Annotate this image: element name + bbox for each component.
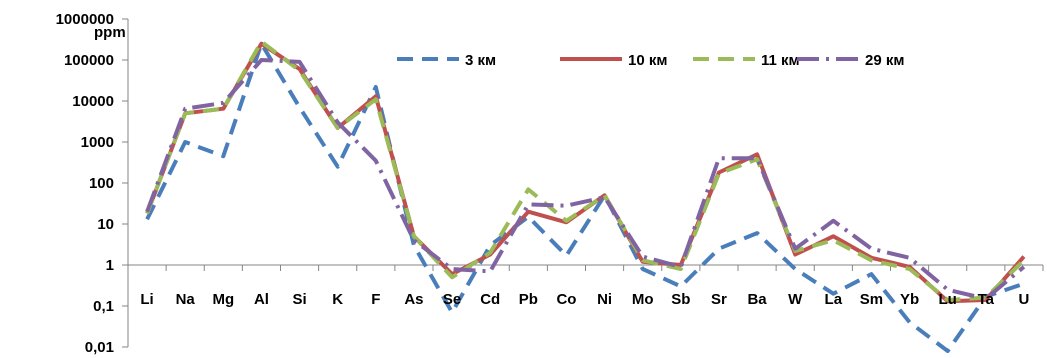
x-tick-label: Li: [140, 291, 153, 308]
y-tick-label: 1000: [81, 134, 114, 151]
x-tick-label: Yb: [900, 291, 919, 308]
y-tick-label: 1: [106, 257, 114, 274]
series-line-4: [145, 58, 1026, 301]
x-tick-label: Al: [254, 291, 269, 308]
x-tick-label: W: [788, 291, 803, 308]
x-tick-label: Sr: [711, 291, 727, 308]
x-tick-label: Sm: [860, 291, 883, 308]
x-tick-label: Mo: [632, 291, 654, 308]
axis-labels: ppm 1000000 100000 10000 1000 100 10 1 0,1 0,01 L…: [56, 11, 1030, 356]
legend-label: 3 км: [465, 52, 496, 69]
series-line-2: [145, 41, 1026, 304]
x-tick-label: Lu: [939, 291, 957, 308]
x-tick-label: Ni: [597, 291, 612, 308]
x-tick-label: La: [825, 291, 843, 308]
y-tick-label: 100000: [64, 52, 114, 69]
legend-label: 10 км: [628, 52, 667, 69]
x-tick-label: U: [1019, 291, 1030, 308]
x-tick-label: K: [332, 291, 343, 308]
series-lines: [145, 39, 1026, 353]
y-axis-label: ppm: [94, 24, 126, 41]
series-line-3: [145, 39, 1026, 302]
x-tick-label: Mg: [212, 291, 234, 308]
y-tick-label: 0,1: [93, 298, 114, 315]
series-line-1: [145, 41, 1025, 353]
legend: 3 км 10 км 11 км 29 км: [397, 52, 904, 69]
y-tick-label: 100: [89, 175, 114, 192]
x-tick-label: Sb: [671, 291, 690, 308]
x-tick-label: Co: [556, 291, 576, 308]
x-tick-label: F: [371, 291, 380, 308]
y-tick-label: 1000000: [56, 11, 114, 28]
x-tick-label: Cd: [480, 291, 500, 308]
x-tick-label: Se: [443, 291, 461, 308]
x-tick-label: Pb: [519, 291, 538, 308]
legend-label: 29 км: [865, 52, 904, 69]
x-tick-label: Ba: [747, 291, 767, 308]
x-tick-label: As: [404, 291, 423, 308]
y-tick-label: 10: [97, 216, 114, 233]
legend-label: 11 км: [761, 52, 800, 69]
x-tick-label: Na: [176, 291, 196, 308]
x-tick-label: Ta: [978, 291, 995, 308]
x-tick-label: Si: [292, 291, 306, 308]
y-tick-label: 0,01: [85, 339, 114, 356]
y-tick-label: 10000: [72, 93, 114, 110]
